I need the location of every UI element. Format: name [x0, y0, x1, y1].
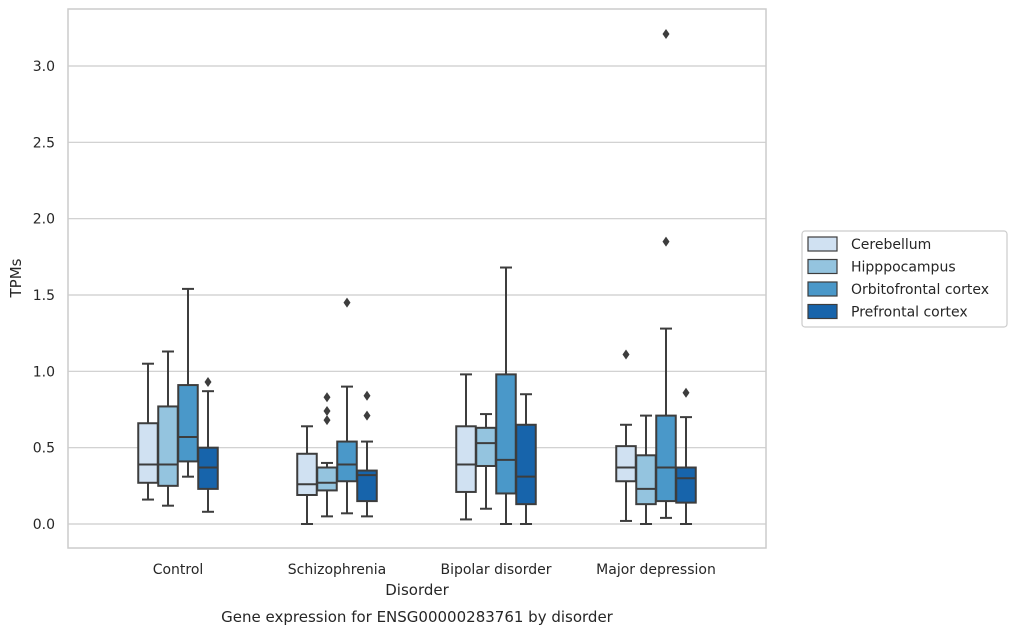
outlier-point	[343, 297, 351, 308]
outlier-point	[323, 406, 331, 417]
y-tick-label: 1.0	[33, 364, 55, 380]
box-iqr	[675, 466, 697, 504]
box-iqr	[615, 445, 637, 483]
box-group	[296, 425, 318, 525]
chart-caption: Gene expression for ENSG00000283761 by d…	[221, 608, 614, 626]
boxes	[137, 28, 697, 525]
box-group	[635, 414, 657, 525]
box-group	[615, 349, 637, 522]
box-group	[197, 377, 219, 513]
y-axis-label: TPMs	[7, 258, 25, 298]
legend-swatch	[807, 236, 838, 252]
box-group	[316, 392, 338, 518]
box-group	[655, 28, 677, 519]
box-group	[356, 390, 378, 518]
box-group	[137, 362, 159, 501]
outlier-point	[323, 415, 331, 426]
y-tick-labels: 0.0 0.5 1.0 1.5 2.0 2.5 3.0	[33, 59, 55, 533]
legend-label: Orbitofrontal cortex	[851, 282, 989, 298]
box-iqr	[157, 405, 179, 487]
box-iqr	[356, 469, 378, 503]
y-tick-label: 3.0	[33, 59, 55, 75]
box-group	[177, 287, 199, 478]
outlier-point	[204, 377, 212, 388]
legend: Cerebellum Hipppocampus Orbitofrontal cort…	[801, 230, 1008, 328]
box-iqr	[137, 422, 159, 484]
box-iqr	[455, 425, 477, 493]
y-tick-label: 0.5	[33, 441, 55, 457]
plot-frame	[67, 8, 767, 549]
legend-item: Prefrontal cortex	[807, 303, 968, 321]
legend-item: Hipppocampus	[807, 258, 956, 276]
legend-label: Cerebellum	[851, 237, 931, 253]
box-group	[495, 266, 517, 525]
box-group	[675, 387, 697, 525]
box-iqr	[635, 454, 657, 506]
x-axis-label: Disorder	[385, 581, 449, 599]
legend-swatch	[807, 281, 838, 297]
x-tick-label: Control	[153, 562, 204, 578]
legend-label: Prefrontal cortex	[851, 305, 968, 321]
legend-item: Cerebellum	[807, 236, 931, 253]
box-iqr	[177, 384, 199, 463]
y-tick-label: 1.5	[33, 288, 55, 304]
x-tick-labels: Control Schizophrenia Bipolar disorder Majo…	[153, 562, 716, 578]
box-iqr	[475, 426, 497, 467]
box-iqr	[316, 466, 338, 492]
box-iqr	[515, 423, 537, 506]
legend-swatch	[807, 303, 838, 320]
box-group	[336, 297, 358, 515]
x-tick-label: Bipolar disorder	[440, 562, 551, 578]
box-group	[157, 350, 179, 507]
outlier-point	[662, 28, 670, 39]
box-iqr	[336, 440, 358, 483]
outlier-point	[363, 410, 371, 421]
legend-item: Orbitofrontal cortex	[807, 281, 989, 298]
x-tick-label: Major depression	[596, 562, 716, 578]
box-iqr	[495, 373, 517, 495]
x-tick-label: Schizophrenia	[288, 562, 386, 578]
box-iqr	[655, 414, 677, 503]
legend-label: Hipppocampus	[851, 260, 956, 276]
outlier-point	[363, 390, 371, 401]
legend-frame	[801, 230, 1008, 328]
box-iqr	[296, 452, 318, 496]
y-tick-label: 2.0	[33, 212, 55, 228]
outlier-point	[662, 236, 670, 247]
outlier-point	[682, 387, 690, 398]
legend-swatch	[807, 258, 838, 275]
y-tick-label: 2.5	[33, 135, 55, 151]
y-tick-label: 0.0	[33, 517, 55, 533]
box-group	[515, 393, 537, 525]
box-group	[475, 413, 497, 510]
box-group	[455, 373, 477, 521]
outlier-point	[622, 349, 630, 360]
outlier-point	[323, 392, 331, 403]
